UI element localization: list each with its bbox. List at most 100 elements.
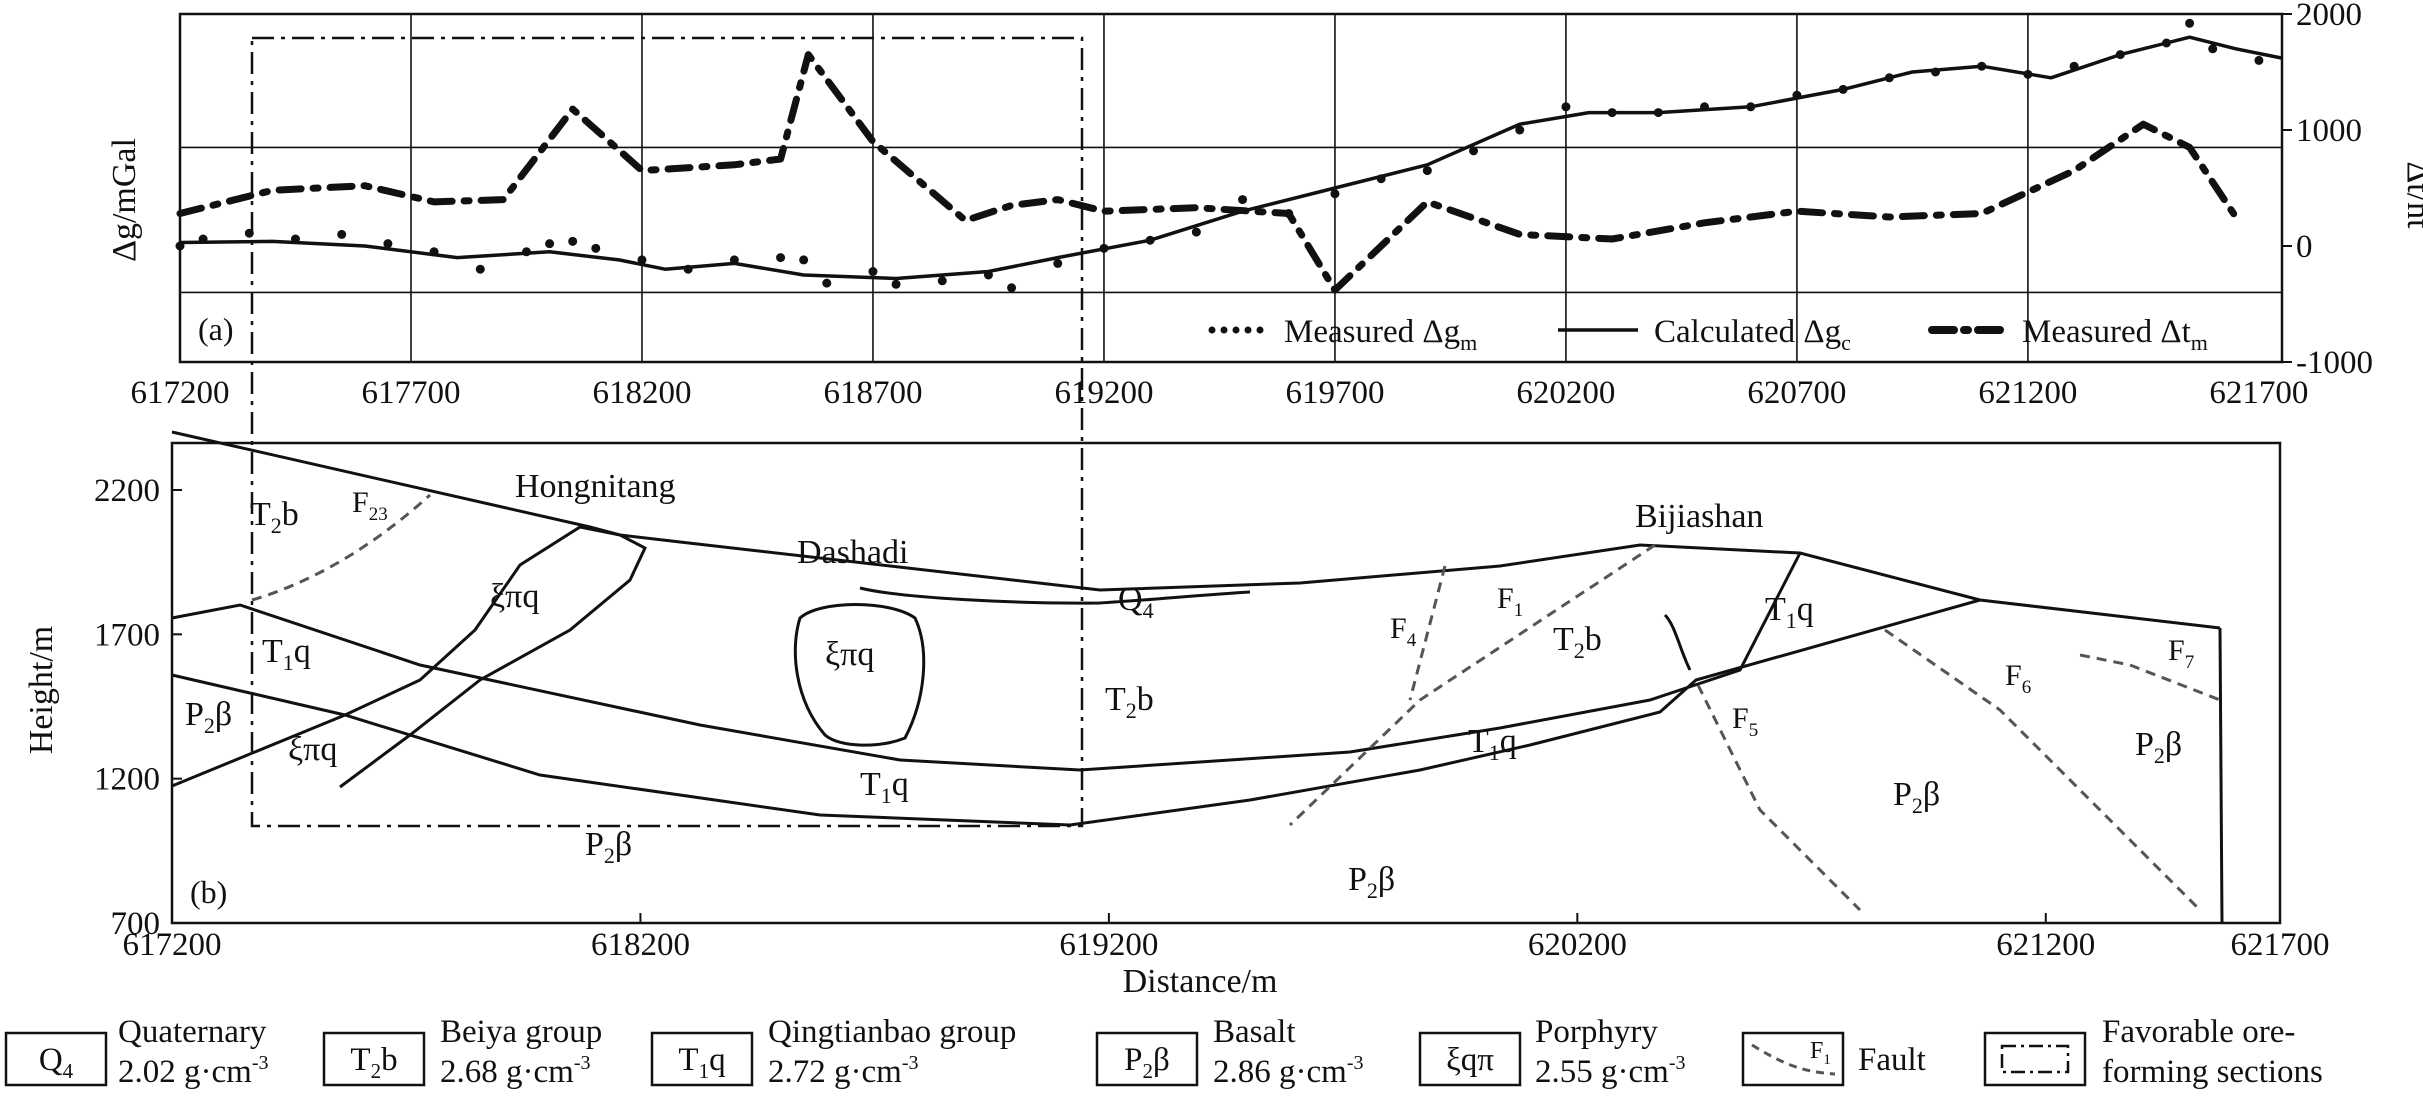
legend-t2b-box	[322, 1031, 426, 1087]
panel-b-x-ticks: 617200 618200 619200 620200 621200 621700	[123, 913, 2330, 963]
measured-dg-point	[799, 255, 809, 265]
panel-a-y2-label: Δt/nt	[2400, 161, 2423, 229]
measured-dg-point	[1422, 166, 1432, 176]
panel-a-x-tick-label: 618700	[823, 375, 922, 411]
measured-dg-point	[1469, 146, 1479, 156]
panel-a-gravity-magnetic-profile: 617200 617700 618200 618700 619200 619700 6202…	[106, 0, 2423, 411]
panel-a-y2-tick-label: 2000	[2296, 0, 2362, 33]
measured-dg-point	[2185, 18, 2195, 28]
panel-a-x-tick-label: 619700	[1285, 375, 1384, 411]
legend-fault-code: F1	[1810, 1038, 1831, 1068]
faults	[251, 493, 2221, 912]
legend-p2b-box	[1095, 1031, 1199, 1087]
panel-a-y2-tick-label: -1000	[2296, 345, 2373, 381]
fault-f6-line	[1884, 628, 2202, 912]
measured-dg-point	[776, 253, 786, 263]
fault-labels: F23 F4 F1 F5 F6 F7	[352, 486, 2194, 741]
unit-label-t1q-northeast: T1q	[1765, 591, 1814, 633]
panel-b-x-tick-label: 621700	[2231, 927, 2330, 963]
panel-b-y-ticks: 700 1200 1700 2200	[94, 473, 182, 942]
fault-f7-label: F7	[2168, 634, 2194, 673]
legend-t1q-code: T1q	[678, 1042, 725, 1083]
panel-a-y2-tick-label: 1000	[2296, 113, 2362, 149]
measured-dg-point	[1238, 195, 1248, 205]
fault-f23-line	[251, 493, 432, 602]
panel-b-x-label: Distance/m	[1123, 963, 1278, 1000]
measured-dg-point	[891, 279, 901, 289]
legend-t1q-box	[650, 1031, 754, 1087]
fault-f4-line	[1408, 565, 1447, 701]
panel-a-x-tick-label: 617700	[361, 375, 460, 411]
place-bijiashan: Bijiashan	[1635, 498, 1763, 535]
legend-t1q-name: Qingtianbao group	[768, 1014, 1016, 1050]
measured-dg-point	[1191, 227, 1201, 237]
panel-a-x-tick-label: 620700	[1747, 375, 1846, 411]
panel-a-y-label: Δg/mGal	[106, 138, 143, 262]
fault-f23-label: F23	[352, 486, 388, 525]
fault-f6-label: F6	[2005, 659, 2031, 698]
favorable-ore-forming-section-box	[250, 36, 1084, 828]
unit-label-porphyry-dyke-lower: ξπq	[288, 731, 337, 768]
legend-porphyry-density: 2.55 g·cm-3	[1535, 1052, 1685, 1090]
measured-dg-point	[337, 229, 347, 239]
measured-dg-point	[822, 278, 832, 288]
unit-label-porphyry-body: ξπq	[825, 636, 874, 673]
measured-dg-point	[1515, 125, 1525, 135]
panel-a-x-tick-label: 620200	[1516, 375, 1615, 411]
measured-dt-line	[176, 51, 2240, 294]
panel-b-y-tick-label: 700	[111, 906, 161, 942]
panel-b-x-tick-label: 619200	[1059, 927, 1158, 963]
measured-dg-point	[637, 255, 647, 265]
panel-b-x-tick-label: 621200	[1996, 927, 2095, 963]
place-hongnitang: Hongnitang	[515, 468, 676, 505]
measured-dg-point	[568, 236, 578, 246]
calculated-dg-line	[179, 35, 2283, 281]
panel-b-x-tick-label: 617200	[123, 927, 222, 963]
measured-dg-point	[591, 243, 601, 253]
legend-porphyry-box	[1418, 1031, 1522, 1087]
porphyry-dyke-outline	[171, 525, 647, 789]
fault-f1-label: F1	[1497, 582, 1523, 621]
measured-dg-point	[1330, 189, 1340, 199]
fault-f1-line	[1288, 543, 1656, 827]
panel-a-y2-tick-label: 0	[2296, 229, 2313, 265]
porphyry-body-dashadi	[793, 603, 926, 747]
measured-dg-point	[1561, 102, 1571, 112]
panel-a-x-tick-label: 621200	[1978, 375, 2077, 411]
legend-p2b-density: 2.86 g·cm-3	[1213, 1052, 1363, 1090]
legend-measured-dt-label: Measured Δtm	[2022, 314, 2208, 355]
legend-favorable-name: Favorable ore-	[2102, 1014, 2295, 1050]
panel-a-x-ticks: 617200 617700 618200 618700 619200 619700 6202…	[131, 375, 2309, 411]
legend-porphyry-name: Porphyry	[1535, 1014, 1658, 1050]
panel-a-label: (a)	[198, 311, 234, 347]
legend-favorable-box	[1983, 1031, 2087, 1087]
panel-a-x-tick-label: 619200	[1054, 375, 1153, 411]
panel-b-y-tick-label: 1700	[94, 617, 160, 653]
t1q-p2b-contact	[171, 598, 1981, 827]
panel-a-grid	[180, 14, 2282, 362]
legend-t2b-code: T2b	[350, 1042, 397, 1083]
panel-a-legend: Measured Δgm Calculated Δgc Measured Δtm	[1208, 314, 2208, 355]
fault-f4-label: F4	[1390, 612, 1417, 651]
unit-label-p2b-south: P2β	[1348, 861, 1395, 903]
panel-b-y-tick-label: 1200	[94, 762, 160, 798]
section-boundaries	[171, 430, 2224, 924]
unit-label-t2b-central: T2b	[1105, 681, 1154, 723]
unit-label-t2b-east: T2b	[1553, 621, 1602, 663]
legend-fault-box	[1741, 1031, 1845, 1087]
place-labels: Hongnitang Dashadi Bijiashan	[515, 468, 1763, 571]
panel-b-x-tick-label: 620200	[1528, 927, 1627, 963]
legend-t2b-density: 2.68 g·cm-3	[440, 1052, 590, 1090]
panel-b-frame	[170, 441, 2282, 925]
fault-f5-line	[1696, 684, 1862, 912]
legend-q4-code: Q4	[39, 1042, 74, 1083]
unit-label-t1q-west: T1q	[262, 633, 311, 675]
quaternary-base	[859, 586, 1251, 605]
unit-label-t2b-west: T2b	[250, 496, 299, 538]
legend-favorable-swatch	[2000, 1044, 2070, 1074]
measured-dg-point	[2208, 44, 2218, 54]
unit-label-q4: Q4	[1118, 581, 1154, 623]
panel-b-y-label: Height/m	[23, 626, 60, 754]
unit-label-t1q-central: T1q	[860, 766, 909, 808]
